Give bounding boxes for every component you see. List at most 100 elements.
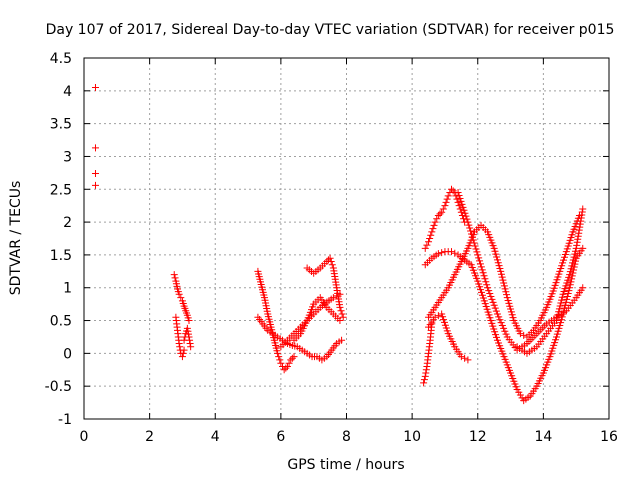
data-point (186, 336, 194, 344)
data-point (576, 220, 584, 228)
data-point (444, 192, 452, 200)
data-point (461, 209, 469, 217)
data-point (467, 230, 475, 238)
data-point (497, 270, 505, 278)
data-point (468, 233, 476, 241)
data-point (492, 307, 500, 315)
data-point (566, 268, 574, 276)
data-point (503, 291, 511, 299)
data-point (500, 324, 508, 332)
data-point (557, 299, 565, 307)
data-point (426, 235, 434, 242)
data-point (420, 379, 428, 387)
data-point (443, 195, 451, 203)
data-point (422, 369, 430, 377)
data-point (578, 211, 586, 219)
data-point (496, 264, 504, 272)
data-point (327, 257, 335, 265)
data-point (492, 250, 500, 258)
data-point (579, 244, 587, 252)
data-point (184, 330, 192, 338)
y-tick-label: 4.5 (50, 51, 72, 67)
data-point (579, 205, 587, 213)
data-points (91, 84, 587, 405)
data-point (462, 212, 470, 220)
data-point (499, 276, 507, 284)
data-point (438, 249, 446, 257)
data-point (488, 295, 496, 303)
data-point (439, 205, 447, 213)
data-point (563, 292, 571, 300)
data-point (457, 353, 465, 361)
x-tick-label: 14 (534, 429, 552, 445)
x-tick-label: 2 (145, 429, 154, 445)
data-point (187, 343, 195, 351)
data-point (474, 251, 482, 259)
data-point (464, 356, 472, 364)
data-point (288, 354, 296, 362)
data-point (481, 275, 489, 283)
data-point (562, 298, 570, 306)
data-point (459, 203, 467, 211)
data-point (460, 206, 468, 214)
data-point (285, 359, 293, 367)
data-point (507, 308, 515, 316)
data-point (498, 273, 506, 281)
data-point (177, 294, 185, 302)
data-point (473, 248, 481, 256)
data-point (328, 261, 336, 269)
x-tick-label: 6 (276, 429, 285, 445)
data-point (485, 287, 493, 295)
data-point (482, 278, 490, 286)
data-point (503, 294, 511, 302)
data-point (500, 279, 508, 287)
data-point (455, 202, 463, 210)
data-point (520, 331, 528, 339)
data-point (454, 198, 462, 206)
data-point (578, 208, 586, 216)
x-tick-label: 8 (342, 429, 351, 445)
data-point (567, 265, 575, 273)
data-point (456, 194, 464, 202)
data-point (464, 218, 472, 226)
data-point (448, 248, 455, 256)
data-point (555, 305, 563, 313)
data-point (429, 225, 437, 233)
data-point (479, 269, 487, 277)
data-point (336, 317, 344, 325)
y-tick-label: 1.5 (50, 248, 72, 264)
data-point (455, 192, 463, 200)
data-point (431, 218, 439, 226)
data-point (186, 340, 194, 348)
data-point (496, 316, 504, 324)
data-point (555, 324, 563, 332)
data-point (495, 313, 503, 321)
data-point (500, 282, 508, 290)
data-point (568, 275, 576, 283)
data-point (504, 296, 512, 304)
data-point (483, 281, 491, 289)
data-point (434, 250, 442, 258)
data-point (574, 235, 582, 243)
data-point (480, 272, 488, 280)
data-point (502, 288, 510, 296)
data-point (430, 221, 438, 229)
data-point (566, 284, 574, 292)
data-point (466, 224, 474, 232)
data-point (493, 253, 501, 261)
data-point (428, 228, 436, 236)
data-point (556, 302, 564, 310)
data-point (171, 274, 179, 282)
data-point (339, 313, 347, 321)
y-tick-label: 2.5 (50, 182, 72, 198)
data-point (183, 324, 191, 332)
data-point (175, 340, 183, 348)
data-point (431, 313, 439, 321)
data-point (568, 262, 576, 270)
data-point (337, 307, 345, 315)
data-point (555, 308, 563, 316)
data-point (290, 353, 298, 361)
data-point (91, 181, 99, 189)
data-point (475, 254, 483, 262)
